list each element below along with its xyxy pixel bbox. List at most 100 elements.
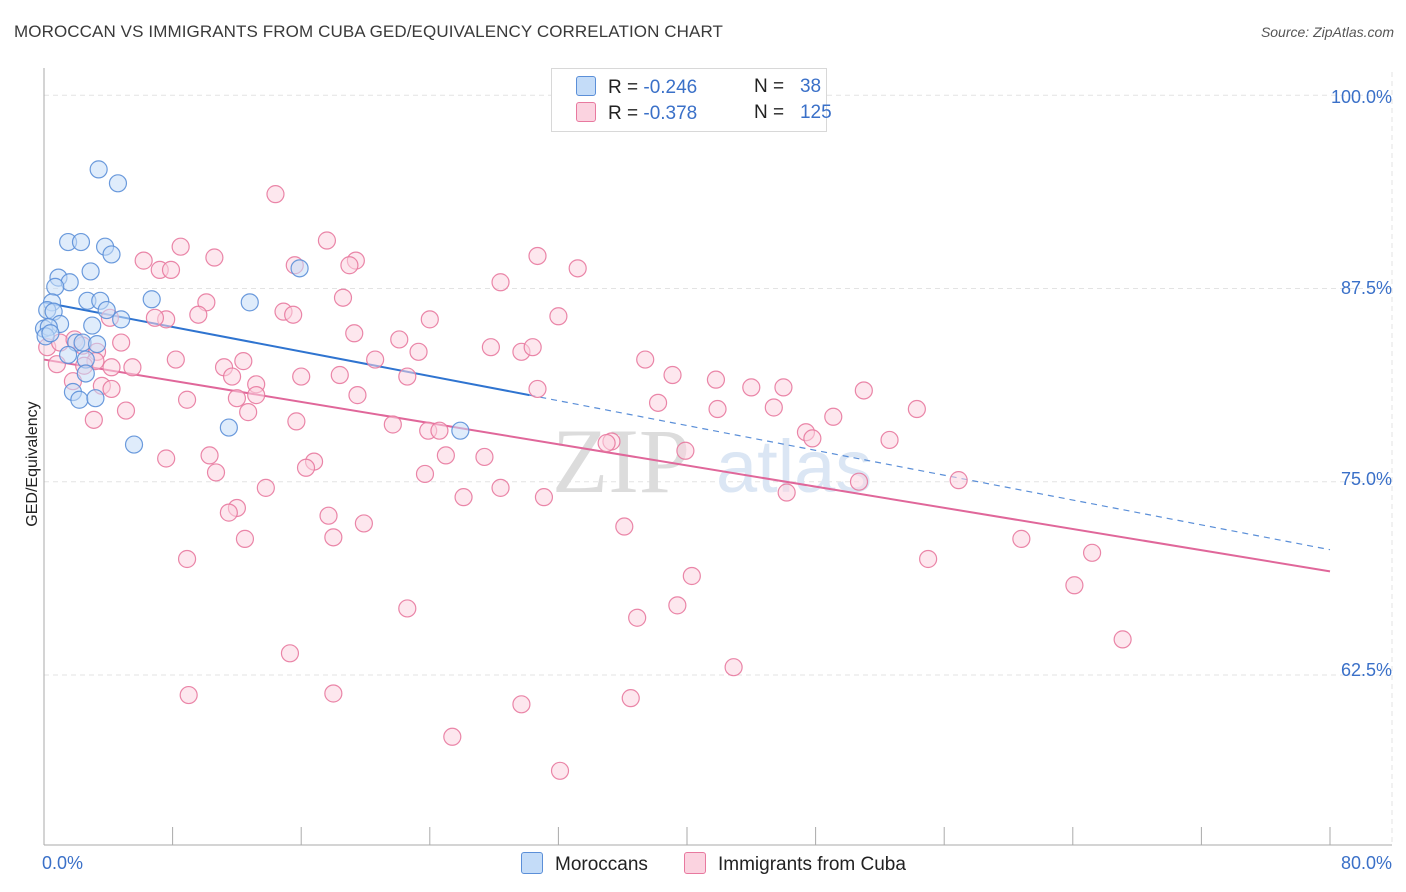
- source-label: Source: ZipAtlas.com: [1260, 24, 1394, 40]
- cuba-point: [549, 307, 568, 326]
- moroccan-point: [46, 277, 65, 296]
- cuba-point: [849, 472, 869, 491]
- legend-row-cuba: R = -0.378 N = 125: [576, 102, 832, 128]
- cuba-point: [668, 596, 687, 615]
- cuba-point: [621, 689, 640, 708]
- legend-swatch-pink: [684, 852, 706, 874]
- legend-swatch-blue: [521, 852, 543, 874]
- cuba-point: [200, 446, 219, 465]
- cuba-point: [803, 429, 822, 448]
- moroccan-point: [97, 300, 116, 320]
- cuba-point: [1082, 543, 1102, 562]
- r-label: R =: [608, 77, 644, 98]
- cuba-point: [907, 399, 926, 419]
- cuba-point: [523, 338, 542, 357]
- n-label: N =: [754, 76, 790, 97]
- moroccan-point: [83, 316, 102, 335]
- cuba-point: [102, 358, 121, 377]
- series-legend: Moroccans Immigrants from Cuba: [0, 852, 1406, 878]
- cuba-point: [415, 464, 435, 484]
- cuba-point: [1065, 576, 1084, 595]
- chart-title: MOROCCAN VS IMMIGRANTS FROM CUBA GED/EQU…: [14, 22, 724, 41]
- cuba-point: [319, 506, 338, 525]
- cuba-point: [824, 407, 843, 426]
- cuba-point: [550, 761, 570, 780]
- cuba-point: [161, 260, 181, 279]
- cuba-point: [284, 305, 303, 324]
- y-axis-label: GED/Equivalency: [24, 401, 41, 527]
- cuba-point: [219, 503, 238, 522]
- moroccan-point: [41, 324, 60, 343]
- r-value: -0.246: [643, 77, 698, 98]
- n-value: 125: [799, 102, 832, 123]
- cuba-point: [454, 488, 473, 507]
- cuba-point: [366, 350, 385, 369]
- cuba-point: [324, 528, 343, 547]
- cuba-point: [134, 251, 153, 270]
- moroccan-point: [108, 174, 128, 193]
- cuba-point: [189, 305, 208, 324]
- cuba-point: [774, 378, 793, 397]
- moroccan-point: [290, 259, 309, 278]
- cuba-point: [430, 421, 449, 440]
- cuba-point: [390, 330, 409, 349]
- cuba-point: [234, 352, 253, 371]
- cuba-point: [84, 410, 103, 429]
- cuba-point: [348, 386, 367, 405]
- cuba-point: [330, 365, 349, 385]
- cuba-point: [333, 288, 353, 307]
- moroccan-point: [124, 435, 144, 454]
- cuba-point: [880, 430, 899, 450]
- cuba-point: [171, 237, 190, 256]
- legend-item-moroccans[interactable]: Moroccans: [521, 852, 648, 876]
- cuba-point: [854, 381, 873, 400]
- cuba-point: [528, 246, 547, 266]
- cuba-point: [534, 488, 554, 507]
- moroccan-point: [102, 245, 121, 264]
- cuba-point: [706, 370, 726, 389]
- moroccan-trend-extension: [529, 394, 1331, 551]
- cuba-point: [383, 415, 402, 434]
- moroccan-point: [70, 390, 89, 409]
- cuba-point: [317, 231, 337, 250]
- cuba-point: [597, 433, 616, 453]
- cuba-point: [628, 608, 647, 627]
- cuba-point: [615, 517, 634, 536]
- y-tick-label: 75.0%: [1340, 469, 1392, 489]
- cuba-point: [481, 338, 500, 357]
- cuba-point: [157, 449, 176, 468]
- n-value: 38: [799, 76, 822, 97]
- cuba-point: [648, 393, 668, 412]
- x-tick-label-left: 0.0%: [42, 853, 84, 873]
- moroccan-point: [451, 421, 470, 440]
- moroccan-point: [89, 160, 108, 179]
- cuba-point: [742, 378, 761, 397]
- y-tick-label: 100.0%: [1330, 87, 1392, 107]
- cuba-point: [227, 389, 246, 408]
- cuba-point: [239, 403, 258, 422]
- cuba-point: [206, 463, 226, 482]
- moroccan-point: [81, 262, 100, 281]
- cuba-point: [1012, 529, 1031, 548]
- cuba-point: [247, 386, 266, 405]
- cuba-point: [345, 324, 364, 343]
- watermark-zip: ZIP: [552, 410, 690, 512]
- cuba-point: [166, 350, 185, 369]
- cuba-point: [676, 441, 695, 460]
- cuba-point: [145, 308, 165, 327]
- moroccan-point: [76, 364, 95, 383]
- cuba-point: [296, 458, 316, 477]
- cuba-point: [222, 367, 242, 386]
- cuba-point: [177, 390, 197, 409]
- legend-item-cuba[interactable]: Immigrants from Cuba: [684, 852, 906, 876]
- cuba-point: [123, 358, 142, 377]
- legend-swatch-pink: [576, 102, 596, 122]
- cuba-point: [475, 447, 494, 467]
- cuba-point: [205, 248, 224, 267]
- cuba-point: [436, 446, 455, 465]
- moroccan-point: [87, 334, 107, 354]
- moroccan-point: [71, 232, 91, 252]
- cuba-point: [235, 529, 255, 548]
- moroccan-point: [112, 310, 131, 329]
